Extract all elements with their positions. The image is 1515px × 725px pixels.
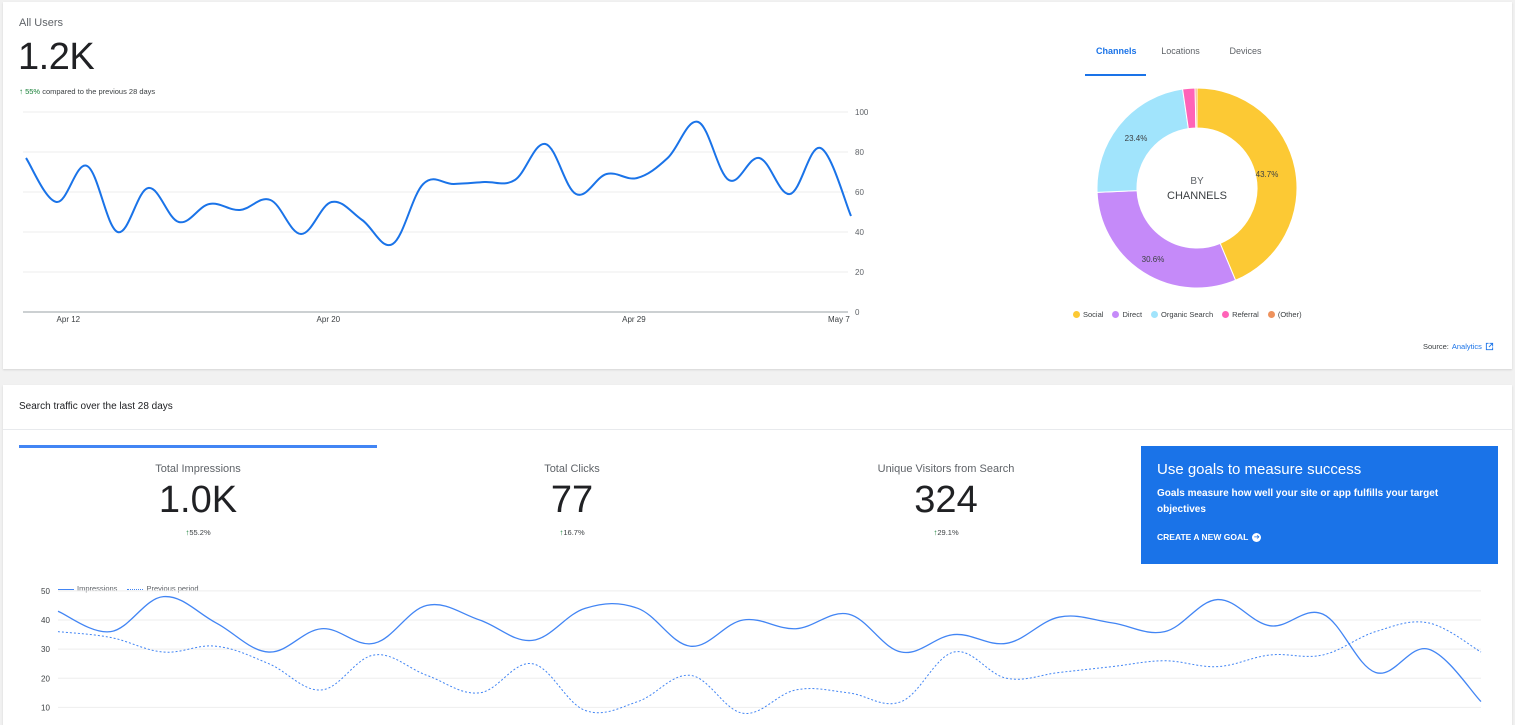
legend-label: (Other) bbox=[1277, 310, 1302, 319]
metric-change: ↑16.7% bbox=[447, 528, 697, 537]
all-users-card: All Users 1.2K ↑ 55% compared to the pre… bbox=[3, 2, 1512, 369]
create-goal-button[interactable]: CREATE A NEW GOAL ➔ bbox=[1157, 532, 1482, 542]
metric-change: ↑29.1% bbox=[821, 528, 1071, 537]
metric-value: 77 bbox=[550, 479, 594, 521]
legend-dot bbox=[1151, 311, 1159, 318]
metric-total-impressions[interactable]: Total Impressions 1.0K ↑55.2% bbox=[73, 463, 323, 537]
y-tick-label: 10 bbox=[41, 703, 50, 712]
impressions-legend: Impressions Previous period bbox=[58, 584, 199, 593]
y-tick-label: 40 bbox=[855, 228, 864, 237]
users-change-text: compared to the previous 28 days bbox=[42, 87, 156, 96]
search-traffic-header: Search traffic over the last 28 days bbox=[3, 385, 1512, 430]
y-tick-label: 0 bbox=[855, 308, 860, 317]
y-tick-label: 50 bbox=[41, 587, 50, 596]
goals-promo-card: Use goals to measure success Goals measu… bbox=[1141, 446, 1498, 564]
y-tick-label: 40 bbox=[41, 616, 50, 625]
metric-value: 324 bbox=[914, 479, 978, 521]
arrow-up-icon: ↑ bbox=[19, 87, 23, 96]
metric-label: Total Impressions bbox=[155, 463, 241, 475]
solid-line-icon bbox=[58, 588, 74, 590]
legend-label: Organic Search bbox=[1161, 310, 1214, 319]
arrow-up-icon: ↑ bbox=[185, 528, 190, 537]
metric-label: Total Clicks bbox=[544, 463, 600, 475]
legend-previous-label: Previous period bbox=[146, 584, 199, 593]
legend-label: Social bbox=[1083, 310, 1104, 319]
impressions-line-chart: 10 20 30 40 50 bbox=[41, 587, 1482, 714]
legend-previous: Previous period bbox=[127, 584, 199, 593]
y-tick-label: 20 bbox=[855, 268, 864, 277]
legend-current-label: Impressions bbox=[77, 584, 118, 593]
slice-percent-label: 23.4% bbox=[1125, 134, 1148, 143]
y-tick-label: 20 bbox=[41, 674, 50, 683]
create-goal-label: CREATE A NEW GOAL bbox=[1157, 532, 1249, 542]
legend-item-referral[interactable]: Referral bbox=[1222, 310, 1259, 319]
legend-item-social[interactable]: Social bbox=[1073, 310, 1103, 319]
external-link-icon[interactable] bbox=[1485, 342, 1494, 351]
active-metric-indicator bbox=[19, 445, 377, 448]
users-change-pct: 55% bbox=[25, 87, 41, 96]
tab-devices[interactable]: Devices bbox=[1229, 46, 1262, 56]
donut-center-line1: BY bbox=[1190, 176, 1204, 187]
x-tick-label: Apr 20 bbox=[317, 315, 341, 324]
metric-unique-visitors[interactable]: Unique Visitors from Search 324 ↑29.1% bbox=[821, 463, 1071, 537]
legend-item-other[interactable]: (Other) bbox=[1267, 310, 1302, 319]
legend-dot bbox=[1267, 311, 1275, 318]
goal-description: Goals measure how well your site or app … bbox=[1157, 488, 1439, 515]
metric-change: ↑55.2% bbox=[73, 528, 323, 537]
tab-channels[interactable]: Channels bbox=[1083, 42, 1148, 76]
legend-dot bbox=[1073, 311, 1080, 318]
metric-change-value: 29.1% bbox=[937, 528, 959, 537]
metric-total-clicks[interactable]: Total Clicks 77 ↑16.7% bbox=[447, 463, 697, 537]
metric-value: 1.0K bbox=[158, 479, 238, 521]
legend-label: Direct bbox=[1122, 310, 1143, 319]
y-tick-label: 30 bbox=[41, 645, 50, 654]
channel-tabs: Channels Locations Devices bbox=[1083, 42, 1278, 76]
channels-donut-chart: 43.7% 30.6% 23.4% BY CHANNELS bbox=[1096, 87, 1298, 289]
previous-period-series-line bbox=[57, 621, 1482, 714]
source-label: Source: bbox=[1423, 342, 1449, 351]
goal-title: Use goals to measure success bbox=[1157, 461, 1362, 478]
metric-change-value: 55.2% bbox=[189, 528, 211, 537]
users-title: All Users bbox=[19, 17, 64, 29]
y-tick-label: 60 bbox=[855, 188, 864, 197]
legend-dot bbox=[1222, 311, 1230, 318]
arrow-up-icon: ↑ bbox=[559, 528, 564, 537]
search-traffic-card: Search traffic over the last 28 days Tot… bbox=[3, 385, 1512, 725]
arrow-right-circle-icon: ➔ bbox=[1252, 532, 1262, 542]
legend-item-direct[interactable]: Direct bbox=[1112, 310, 1142, 319]
x-tick-label: Apr 12 bbox=[57, 315, 81, 324]
users-value: 1.2K bbox=[18, 36, 95, 78]
donut-slice-social bbox=[1196, 87, 1298, 281]
donut-slice-other bbox=[1194, 87, 1198, 129]
arrow-up-icon: ↑ bbox=[933, 528, 938, 537]
y-tick-label: 80 bbox=[855, 148, 864, 157]
x-tick-label: May 7 bbox=[828, 315, 850, 324]
legend-dot bbox=[1112, 311, 1120, 318]
donut-slice-direct bbox=[1096, 190, 1237, 289]
slice-percent-label: 43.7% bbox=[1256, 170, 1279, 179]
slice-percent-label: 30.6% bbox=[1142, 255, 1165, 264]
users-compare: ↑ 55% compared to the previous 28 days bbox=[19, 87, 155, 96]
y-tick-label: 100 bbox=[855, 108, 869, 117]
legend-label: Referral bbox=[1232, 310, 1259, 319]
tab-locations[interactable]: Locations bbox=[1161, 46, 1200, 56]
legend-current: Impressions bbox=[58, 584, 117, 593]
metric-label: Unique Visitors from Search bbox=[877, 463, 1015, 475]
source-attribution: Source: Analytics bbox=[1423, 342, 1494, 351]
search-traffic-title: Search traffic over the last 28 days bbox=[19, 401, 173, 412]
donut-legend: Social Direct Organic Search Referral (O… bbox=[1073, 310, 1302, 319]
x-tick-label: Apr 29 bbox=[622, 315, 646, 324]
users-line-chart: 0 20 40 60 80 100 Apr 12 Apr 20 Apr 29 May 7 bbox=[23, 108, 869, 324]
legend-item-organic-search[interactable]: Organic Search bbox=[1151, 310, 1213, 319]
impressions-series-line bbox=[57, 596, 1482, 703]
analytics-link[interactable]: Analytics bbox=[1451, 342, 1482, 351]
users-series-line bbox=[25, 120, 852, 247]
metric-change-value: 16.7% bbox=[563, 528, 585, 537]
dotted-line-icon bbox=[127, 588, 144, 590]
donut-center-line2: CHANNELS bbox=[1167, 190, 1227, 202]
